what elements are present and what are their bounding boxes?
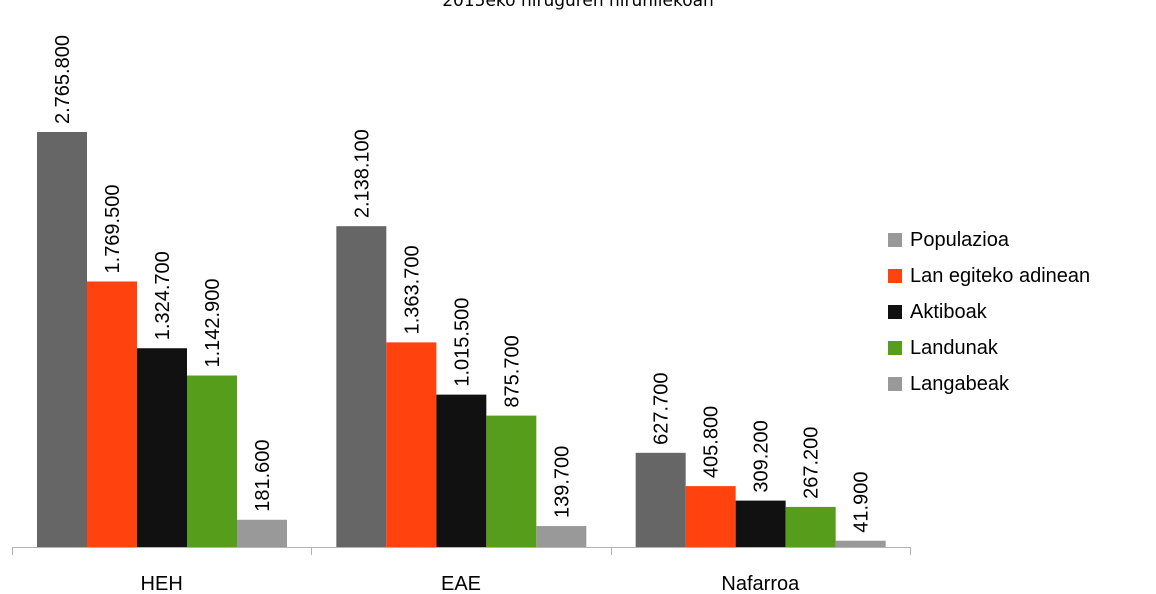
value-label: 1.769.500 — [102, 185, 124, 274]
legend-swatch — [888, 269, 902, 283]
bar-heh-lan-egiteko-adinean — [87, 281, 137, 547]
bar-nafarroa-lan-egiteko-adinean — [685, 486, 736, 547]
x-axis: HEH EAE Nafarroa — [12, 547, 911, 594]
bar-nafarroa-populazioa — [635, 452, 686, 547]
chart-title: 2015eko hiruguren hiruhilekoan — [442, 0, 714, 11]
legend-item: Aktiboak — [888, 294, 1090, 330]
value-label: 875.700 — [501, 335, 523, 407]
x-tick-label: HEH — [141, 573, 183, 594]
value-label: 2.138.100 — [351, 129, 373, 218]
bar-nafarroa-landunak — [785, 506, 836, 547]
legend-label: Populazioa — [910, 228, 1009, 251]
bar-nafarroa-langabeak — [835, 540, 886, 547]
x-tick-label: EAE — [441, 573, 481, 594]
value-label: 139.700 — [551, 446, 573, 518]
legend-swatch — [888, 305, 902, 319]
bar-heh-landunak — [187, 375, 237, 547]
bar-eae-aktiboak — [436, 394, 487, 547]
legend-item: Populazioa — [888, 222, 1090, 258]
value-label: 1.142.900 — [202, 279, 224, 368]
value-label: 181.600 — [252, 439, 274, 511]
legend-label: Langabeak — [910, 372, 1009, 395]
legend-item: Langabeak — [888, 366, 1090, 402]
value-label: 405.800 — [701, 406, 723, 478]
bar-heh-populazioa — [37, 132, 87, 547]
bar-eae-populazioa — [336, 226, 387, 547]
bar-eae-landunak — [486, 415, 537, 547]
bar-heh-langabeak — [237, 519, 287, 547]
legend-swatch — [888, 341, 902, 355]
bar-eae-langabeak — [536, 526, 587, 547]
value-label: 1.324.700 — [152, 251, 174, 340]
legend-swatch — [888, 233, 902, 247]
legend-item: Landunak — [888, 330, 1090, 366]
value-label: 627.700 — [651, 373, 673, 445]
bar-eae-lan-egiteko-adinean — [386, 342, 437, 547]
x-tick-label: Nafarroa — [721, 573, 800, 594]
value-label: 41.900 — [851, 472, 873, 533]
value-label: 1.015.500 — [451, 298, 473, 387]
legend-item: Lan egiteko adinean — [888, 258, 1090, 294]
value-label: 1.363.700 — [401, 245, 423, 334]
bar-heh-aktiboak — [137, 348, 187, 547]
value-label: 309.200 — [751, 420, 773, 492]
legend-swatch — [888, 377, 902, 391]
value-label: 267.200 — [801, 427, 823, 499]
value-label: 2.765.800 — [52, 35, 74, 124]
bars-layer — [37, 132, 886, 547]
legend-label: Landunak — [910, 336, 998, 359]
value-labels-layer: 2.765.800 1.769.500 1.324.700 1.142.900 181.… — [52, 35, 873, 533]
legend: Populazioa Lan egiteko adinean Aktiboak Lan… — [888, 222, 1090, 402]
bar-nafarroa-aktiboak — [735, 500, 786, 547]
legend-label: Aktiboak — [910, 300, 987, 323]
legend-label: Lan egiteko adinean — [910, 264, 1091, 287]
